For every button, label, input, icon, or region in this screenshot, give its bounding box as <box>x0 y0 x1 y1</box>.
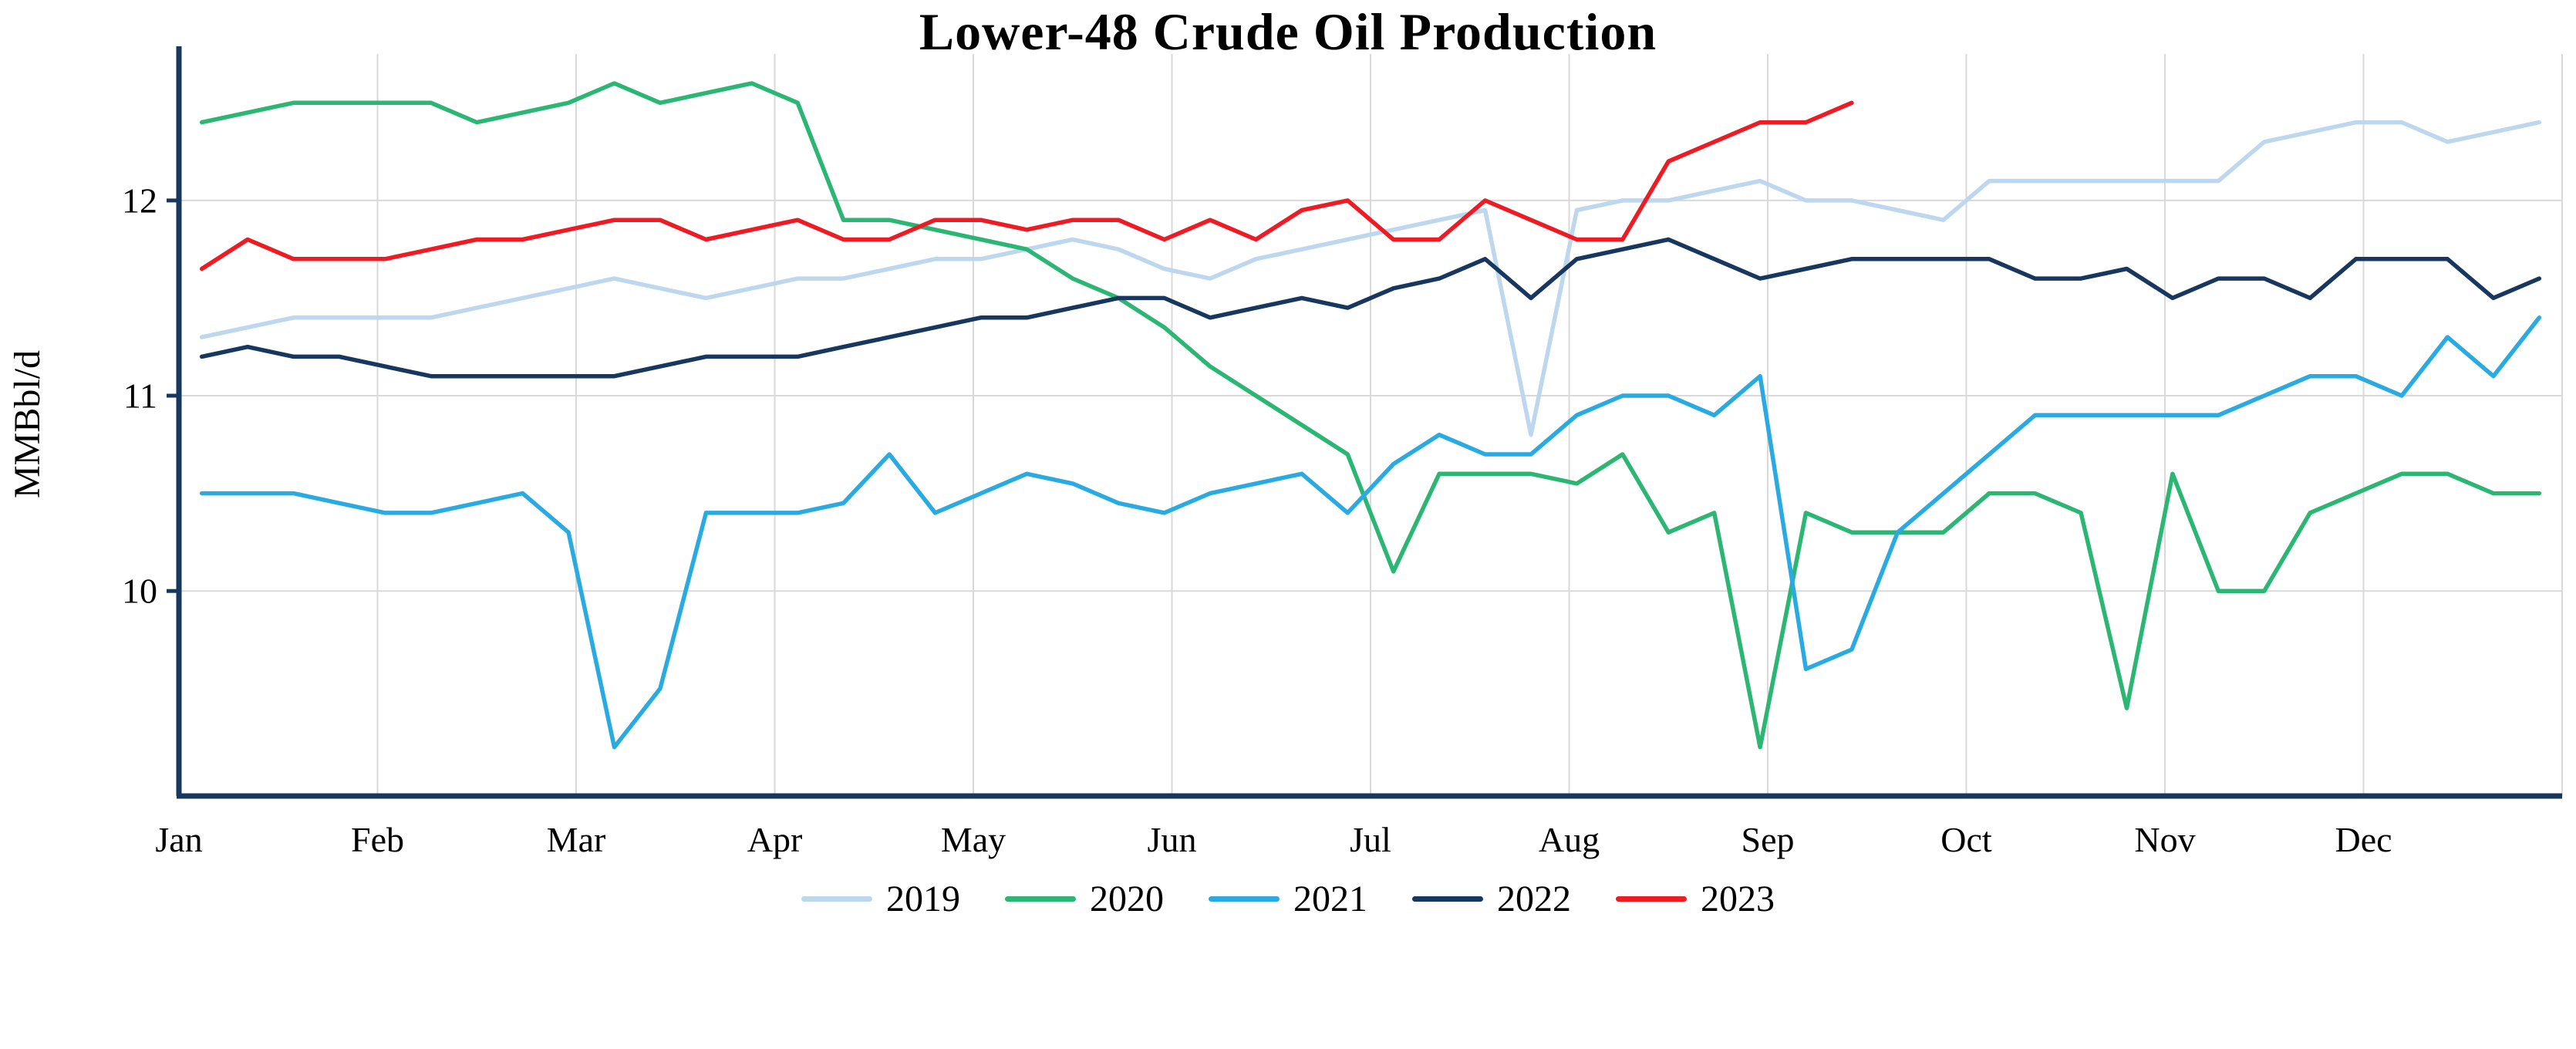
x-tick-label: Jun <box>1148 820 1197 859</box>
series-line-2022 <box>199 237 2542 379</box>
legend-item-2019: 2019 <box>801 878 960 920</box>
legend-swatch-2021 <box>1209 896 1280 902</box>
legend-label-2019: 2019 <box>886 879 960 919</box>
legend-swatch-2020 <box>1005 896 1076 902</box>
x-tick-label: Jan <box>155 820 202 859</box>
legend-item-2022: 2022 <box>1412 878 1571 920</box>
series-line-2021 <box>199 315 2542 750</box>
x-tick-label: Oct <box>1940 820 1992 859</box>
series-line-2020 <box>199 81 2542 750</box>
legend-label-2021: 2021 <box>1293 879 1367 919</box>
legend-swatch-2022 <box>1412 896 1483 902</box>
legend-item-2020: 2020 <box>1005 878 1164 920</box>
legend-swatch-2023 <box>1616 896 1687 902</box>
series-line-2019 <box>199 120 2542 437</box>
x-tick-label: Nov <box>2134 820 2195 859</box>
y-tick-label: 10 <box>122 572 157 611</box>
x-tick-label: Feb <box>351 820 404 859</box>
legend-label-2020: 2020 <box>1090 879 1164 919</box>
legend: 2019 2020 2021 2022 2023 <box>0 878 2576 920</box>
series-line-2023 <box>199 100 1854 272</box>
x-tick-label: Dec <box>2335 820 2392 859</box>
y-tick-label: 12 <box>122 180 157 220</box>
x-tick-label: Apr <box>747 820 803 859</box>
x-tick-label: Jul <box>1350 820 1391 859</box>
legend-label-2023: 2023 <box>1701 879 1775 919</box>
chart-title: Lower-48 Crude Oil Production <box>919 2 1657 61</box>
x-tick-label: Sep <box>1741 820 1795 859</box>
x-tick-label: Mar <box>547 820 606 859</box>
x-tick-label: May <box>941 820 1006 859</box>
x-tick-label: Aug <box>1539 820 1600 859</box>
legend-label-2022: 2022 <box>1497 879 1571 919</box>
legend-swatch-2019 <box>801 896 872 902</box>
y-tick-label: 11 <box>123 376 157 416</box>
legend-item-2021: 2021 <box>1209 878 1367 920</box>
legend-item-2023: 2023 <box>1616 878 1775 920</box>
